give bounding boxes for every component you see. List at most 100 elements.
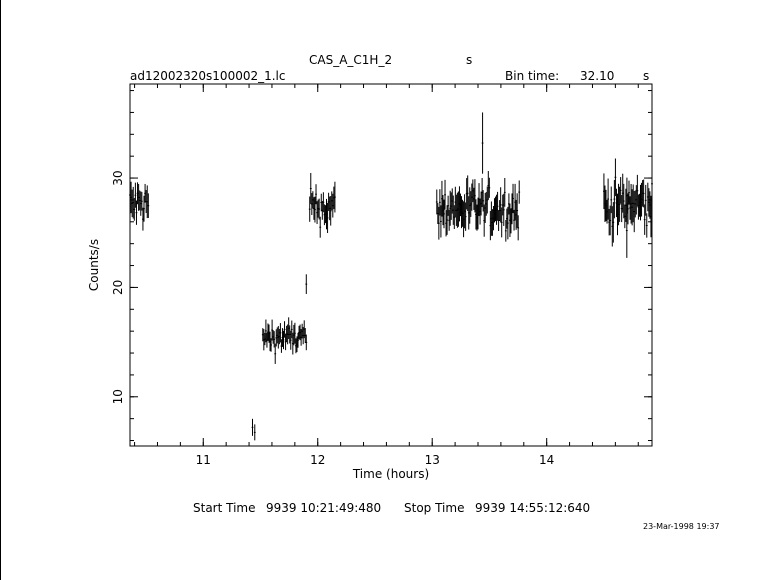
start-time-label: Start Time	[193, 501, 256, 515]
data-point	[273, 331, 276, 348]
bin-time-unit: s	[643, 69, 650, 83]
data-point	[488, 177, 491, 198]
data-point	[625, 203, 628, 258]
window-left-border	[0, 0, 1, 580]
data-point	[518, 180, 521, 204]
data-point	[517, 215, 520, 241]
data-point	[622, 183, 625, 219]
data-point	[290, 320, 293, 339]
stop-time-label: Stop Time	[404, 501, 465, 515]
data-point	[444, 179, 446, 210]
data-point	[614, 158, 617, 197]
data-point	[642, 179, 645, 208]
data-point	[506, 206, 509, 240]
data-point	[318, 198, 321, 220]
data-point	[314, 196, 316, 223]
data-point	[466, 175, 469, 212]
data-point	[322, 192, 325, 213]
data-point	[500, 207, 503, 238]
data-point	[516, 193, 519, 228]
x-tick-label: 12	[310, 453, 325, 467]
data-point	[612, 202, 615, 243]
data-point	[437, 206, 440, 240]
data-point	[636, 174, 639, 207]
data-point	[271, 319, 274, 341]
data-point	[264, 319, 267, 343]
data-point	[503, 177, 506, 207]
data-point	[326, 202, 329, 234]
data-point	[435, 189, 438, 215]
data-point	[270, 338, 272, 352]
y-tick-label: 20	[111, 280, 125, 295]
data-point	[251, 418, 254, 436]
data-point	[504, 219, 507, 242]
axis-ticks	[130, 84, 652, 446]
data-point	[309, 172, 312, 204]
axis-tick-labels: 11 12 13 14 10 20 30	[111, 170, 554, 467]
x-tick-label: 14	[539, 453, 554, 467]
data-point	[482, 190, 485, 212]
bin-time-value: 32.10	[580, 69, 615, 83]
data-point	[135, 200, 138, 225]
data-point	[486, 186, 489, 214]
data-point	[613, 179, 616, 219]
data-point	[499, 187, 502, 223]
data-point	[644, 184, 647, 216]
data-point	[645, 213, 648, 238]
data-point	[650, 195, 652, 238]
data-point	[627, 193, 629, 225]
file-name: ad12002320s100002_1.lc	[130, 69, 286, 83]
x-axis-label: Time (hours)	[352, 467, 429, 481]
data-point	[496, 191, 499, 221]
data-point	[628, 180, 630, 205]
data-point	[512, 183, 514, 214]
start-time-value: 9939 10:21:49:480	[266, 501, 382, 515]
y-axis-label: Counts/s	[87, 239, 101, 291]
data-point	[651, 168, 653, 200]
data-point	[134, 182, 137, 208]
data-point	[253, 424, 256, 441]
data-point	[610, 186, 613, 214]
data-point	[481, 112, 484, 174]
y-tick-label: 30	[111, 170, 125, 185]
data-point	[618, 186, 621, 222]
data-point	[609, 205, 612, 236]
data-point	[133, 197, 136, 221]
data-point	[279, 323, 282, 343]
data-point	[282, 330, 285, 350]
data-point	[334, 181, 336, 213]
data-point	[297, 332, 299, 348]
x-tick-label: 13	[425, 453, 440, 467]
data-point	[447, 195, 450, 216]
data-point	[502, 193, 505, 226]
data-point	[293, 322, 296, 344]
data-point	[143, 195, 145, 222]
data-point	[319, 216, 322, 238]
x-tick-label: 11	[196, 453, 211, 467]
data-point	[329, 196, 332, 226]
data-point	[140, 191, 143, 211]
data-point	[474, 179, 476, 213]
data-point	[619, 177, 622, 204]
y-tick-label: 10	[111, 389, 125, 404]
data-point	[283, 321, 286, 338]
data-point	[147, 193, 150, 219]
plot-timestamp: 23-Mar-1998 19:37	[643, 522, 720, 531]
data-point	[305, 334, 308, 351]
bin-time-label: Bin time:	[505, 69, 560, 83]
object-name: CAS_A_C1H_2	[309, 53, 393, 67]
object-unit: s	[466, 53, 473, 67]
data-point	[308, 196, 311, 222]
data-point	[305, 274, 308, 294]
data-point	[607, 178, 610, 220]
stop-time-value: 9939 14:55:12:640	[475, 501, 591, 515]
data-point	[464, 202, 467, 231]
data-points	[129, 112, 653, 441]
data-point	[440, 205, 442, 238]
data-point	[643, 204, 646, 235]
data-point	[438, 189, 441, 216]
data-point	[274, 343, 277, 364]
data-point	[289, 330, 292, 350]
plot-frame	[129, 83, 653, 447]
